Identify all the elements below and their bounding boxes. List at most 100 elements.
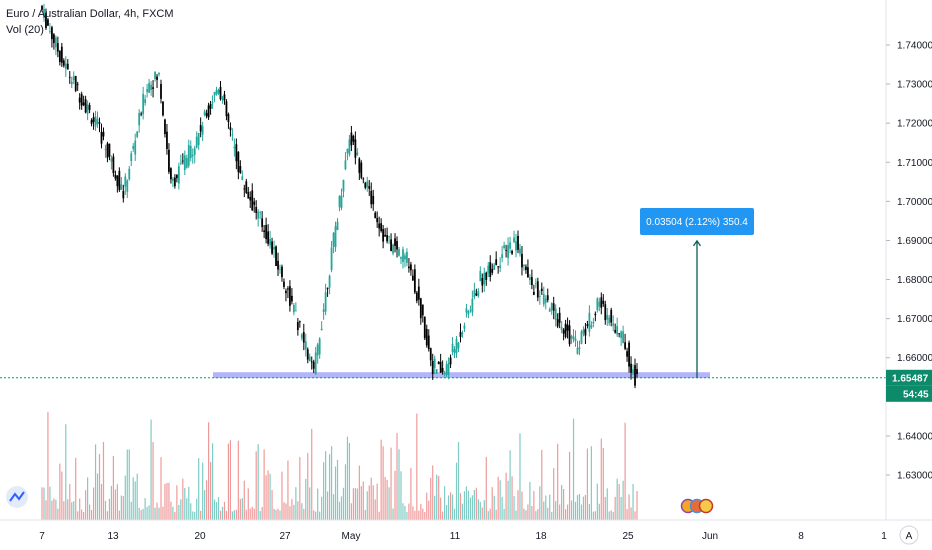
price-axis[interactable]: 1.74000 1.73000 1.72000 1.71000 1.70000 1.690… [885,0,932,520]
volume-bar [356,488,358,520]
candle-body [281,266,283,278]
volume-bar [624,422,626,520]
volume-bar [255,451,257,520]
candle-body [548,309,551,312]
candle-body [441,368,444,372]
candle-body [249,197,252,201]
logo-mark [9,491,25,502]
volume-bar [148,505,150,520]
measure-tool[interactable]: 0.03504 (2.12%) 350.4 [640,208,754,378]
candle-body [596,298,599,311]
candle-body [564,323,567,337]
candle-body [207,105,210,118]
volume-bar [186,498,188,520]
volume-bar [354,488,356,520]
candle-body [443,373,446,375]
auto-scale-button[interactable] [899,525,919,545]
candle-body [534,283,537,285]
volume-bar [206,480,208,520]
candle-body [130,153,133,162]
volume-bar [521,491,523,520]
volume-bar [410,467,412,520]
volume-bar [386,479,388,520]
candle-body [98,122,101,124]
volume-bar [362,481,364,520]
candle-body [493,264,496,270]
volume-bar [392,508,394,520]
candle-body [511,251,513,254]
volume-bar [517,490,519,520]
candle-body [170,168,172,180]
volume-bar [192,511,194,520]
volume-bar [164,483,166,520]
volume-bar [513,496,515,520]
candle-body [144,99,147,103]
volume-bar [572,418,575,520]
candle-body [544,298,547,303]
candle-body [209,103,212,109]
time-axis[interactable]: 7 13 20 27 May 11 18 25 Jun 8 1 [0,519,932,542]
measure-label: 0.03504 (2.12%) 350.4 [646,217,748,228]
volume-bar [257,444,259,520]
candle-body [624,342,626,349]
measure-label-box[interactable] [640,208,754,235]
price-tick-label: 1.63000 [897,471,932,482]
volume-bar [118,510,120,520]
volume-bar [344,464,347,520]
volume-bar [440,497,442,520]
candle-body [51,27,53,40]
candle-body [546,295,549,301]
chart-legend: Euro / Australian Dollar, 4h, FXCM Vol (… [6,6,174,38]
time-tick-label: Jun [702,531,718,542]
volume-bar [622,480,624,520]
candle-body [90,119,93,124]
candle-body [199,125,202,132]
volume-bar [616,478,618,520]
volume-bar [523,508,525,520]
candle-body [417,286,420,300]
volume-bar [263,449,265,520]
volume-bar [251,506,253,520]
volume-bar [77,511,79,520]
candle-body [332,232,335,247]
volume-bar [166,482,168,520]
candle-body [532,291,535,295]
volume-bar [382,446,384,520]
event-marker-icon[interactable] [698,498,714,514]
candle-body [191,154,194,157]
volume-bar [590,446,592,520]
volume-bar [493,495,495,520]
time-tick-label: 18 [535,531,547,542]
volume-bar [130,501,132,520]
candle-body [292,304,295,313]
candle-body [396,241,398,250]
volume-bar [465,486,468,520]
candle-body [183,155,186,171]
candle-body [162,101,164,116]
volume-bar [94,444,97,520]
candle-body [366,181,369,188]
candle-body [110,158,113,162]
volume-bar [293,504,295,520]
volume-bar [75,457,77,520]
support-zone[interactable] [213,372,710,379]
candle-body [160,84,162,99]
volume-indicator-label[interactable]: Vol (20) [6,24,44,36]
volume-bar [340,496,343,520]
candle-body [187,145,190,166]
volume-bar [634,511,636,520]
candle-body [47,19,49,26]
candle-body [368,186,371,189]
support-zone-rect[interactable] [213,372,710,379]
candle-body [86,104,89,114]
volume-bar [69,483,71,520]
symbol-title[interactable]: Euro / Australian Dollar, 4h, FXCM [6,8,174,20]
volume-bar [455,462,458,520]
candle-body [164,119,166,135]
volume-bar [184,488,186,520]
candle-body [259,212,262,214]
volume-bar [194,511,196,520]
candle-body [201,126,204,135]
candle-body [173,177,176,187]
